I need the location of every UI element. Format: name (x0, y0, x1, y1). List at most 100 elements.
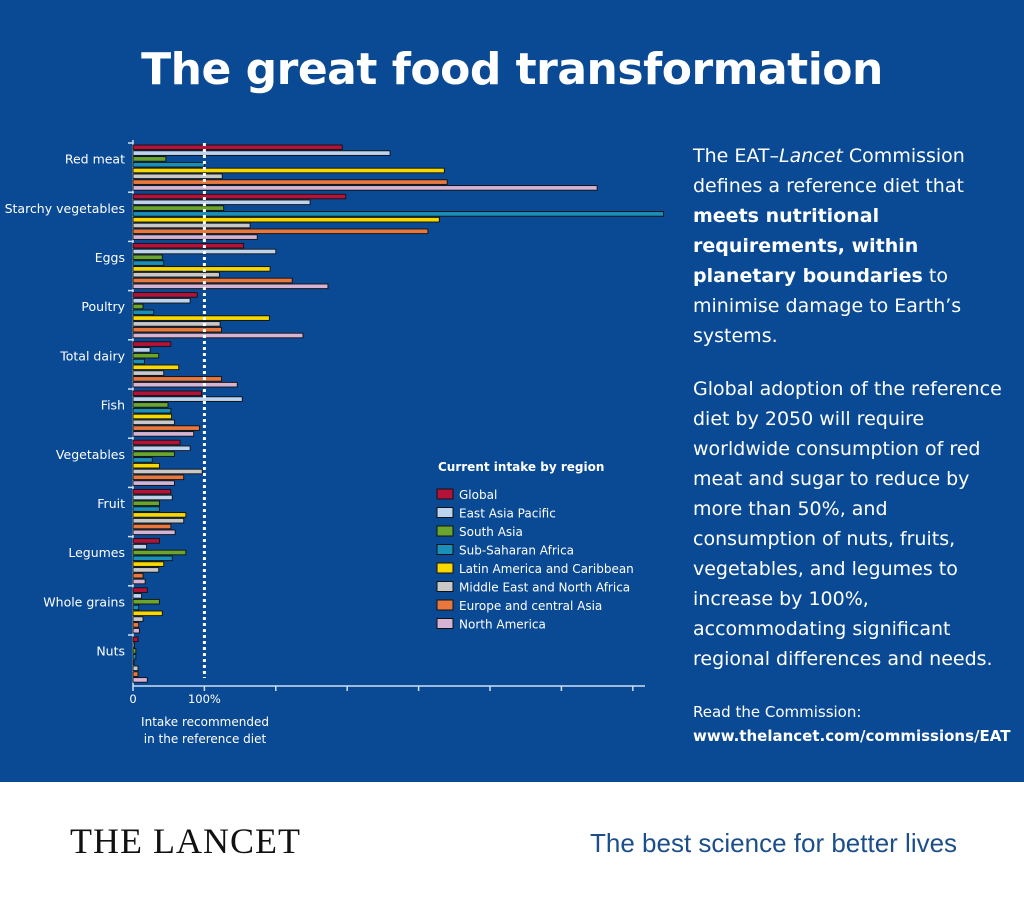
bar-north-america (132, 234, 258, 240)
read-commission: Read the Commission: www.thelancet.com/c… (693, 700, 1010, 748)
bar-north-america (132, 480, 175, 486)
category-label: Red meat (65, 152, 125, 167)
bar-south-asia (132, 598, 160, 605)
lancet-logo: THE LANCET (70, 821, 301, 861)
bar-north-america (132, 529, 176, 536)
bar-latin-america-and-caribbean (132, 659, 135, 666)
bar-north-america (132, 283, 329, 290)
bar-south-asia (132, 254, 163, 261)
bar-sub-saharan-africa (132, 506, 160, 512)
bar-latin-america-and-caribbean (132, 462, 160, 469)
bar-north-america (132, 431, 195, 437)
bar-middle-east-and-north-africa (132, 517, 185, 524)
legend-swatch (436, 599, 454, 611)
bar-north-america (132, 677, 148, 683)
category-label: Fruit (97, 496, 125, 511)
category-label: Whole grains (43, 594, 125, 609)
category-label: Starchy vegetables (5, 201, 125, 216)
legend-label: Sub-Saharan Africa (459, 544, 574, 558)
read-label: Read the Commission: (693, 703, 862, 721)
bar-east-asia-pacific (132, 297, 191, 304)
page-title: The great food transformation (141, 44, 883, 95)
text: The EAT– (693, 145, 780, 167)
bar-north-america (132, 578, 146, 585)
bar-south-asia (132, 549, 187, 556)
bar-middle-east-and-north-africa (132, 271, 220, 278)
bar-global (132, 341, 172, 347)
bar-middle-east-and-north-africa (132, 665, 139, 672)
tagline: The best science for better lives (590, 828, 958, 858)
bar-south-asia (132, 500, 160, 507)
bar-middle-east-and-north-africa (132, 567, 160, 573)
text-italic: Lancet (779, 145, 843, 167)
category-label: Poultry (81, 299, 125, 314)
legend-label: North America (459, 618, 546, 632)
legend-title: Current intake by region (438, 460, 604, 474)
commission-link[interactable]: www.thelancet.com/commissions/EAT (693, 727, 1011, 745)
legend-swatch (436, 488, 454, 500)
bar-europe-and-central-asia (132, 474, 185, 481)
bar-east-asia-pacific (132, 494, 173, 501)
bar-east-asia-pacific (132, 199, 311, 206)
category-label: Total dairy (59, 348, 125, 363)
description-paragraph-2: Global adoption of the reference diet by… (693, 378, 1002, 670)
bar-middle-east-and-north-africa (132, 222, 251, 229)
category-label: Vegetables (56, 447, 125, 462)
bar-east-asia-pacific (132, 150, 391, 156)
bar-global (132, 144, 343, 151)
legend-swatch (436, 525, 454, 537)
bar-sub-saharan-africa (132, 358, 145, 365)
bar-latin-america-and-caribbean (132, 413, 173, 420)
bar-sub-saharan-africa (132, 555, 173, 562)
bar-europe-and-central-asia (132, 523, 172, 530)
bar-global (132, 292, 198, 298)
bar-east-asia-pacific (132, 396, 243, 402)
bar-middle-east-and-north-africa (132, 468, 203, 475)
bar-chart: Red meat Starchy vegetables Eggs Poultry Tot… (5, 140, 664, 746)
legend-swatch (436, 544, 454, 555)
x-tick-label: 0 (129, 692, 136, 706)
legend-label: South Asia (459, 525, 523, 539)
bar-europe-and-central-asia (132, 326, 222, 333)
bar-europe-and-central-asia (132, 277, 293, 284)
bar-latin-america-and-caribbean (132, 610, 163, 617)
legend-label: Europe and central Asia (459, 599, 602, 613)
bar-south-asia (132, 648, 137, 654)
category-label: Fish (101, 398, 125, 413)
bar-middle-east-and-north-africa (132, 616, 144, 622)
bar-latin-america-and-caribbean (132, 364, 180, 371)
bar-latin-america-and-caribbean (132, 216, 440, 223)
bar-europe-and-central-asia (132, 622, 140, 628)
bar-north-america (132, 381, 238, 388)
bar-sub-saharan-africa (132, 604, 140, 611)
legend-swatch (436, 581, 454, 592)
description-paragraph-1: The EAT–Lancet Commission defines a refe… (693, 141, 1013, 351)
bar-south-asia (132, 303, 144, 310)
bar-sub-saharan-africa (132, 309, 155, 316)
legend-label: Middle East and North Africa (459, 581, 630, 595)
bar-east-asia-pacific (132, 347, 151, 353)
bar-sub-saharan-africa (132, 457, 153, 463)
bar-north-america (132, 332, 304, 339)
bar-middle-east-and-north-africa (132, 370, 165, 376)
x-tick-label: 100% (188, 692, 221, 706)
bar-latin-america-and-caribbean (132, 315, 270, 321)
bar-sub-saharan-africa (132, 407, 172, 414)
reference-label: Intake recommended (141, 715, 269, 729)
bar-south-asia (132, 451, 175, 457)
legend-swatch (436, 562, 454, 574)
bar-south-asia (132, 156, 167, 162)
bar-sub-saharan-africa (132, 260, 165, 266)
bar-global (132, 242, 245, 249)
bar-middle-east-and-north-africa (132, 419, 175, 426)
bar-north-america (132, 627, 140, 634)
bar-europe-and-central-asia (132, 228, 429, 235)
bar-middle-east-and-north-africa (132, 173, 223, 180)
legend-swatch (436, 618, 454, 629)
bar-global (132, 587, 148, 593)
bar-europe-and-central-asia (132, 376, 222, 382)
bar-east-asia-pacific (132, 593, 143, 599)
bar-latin-america-and-caribbean (132, 266, 271, 272)
category-label: Nuts (96, 644, 125, 659)
bar-latin-america-and-caribbean (132, 167, 445, 174)
